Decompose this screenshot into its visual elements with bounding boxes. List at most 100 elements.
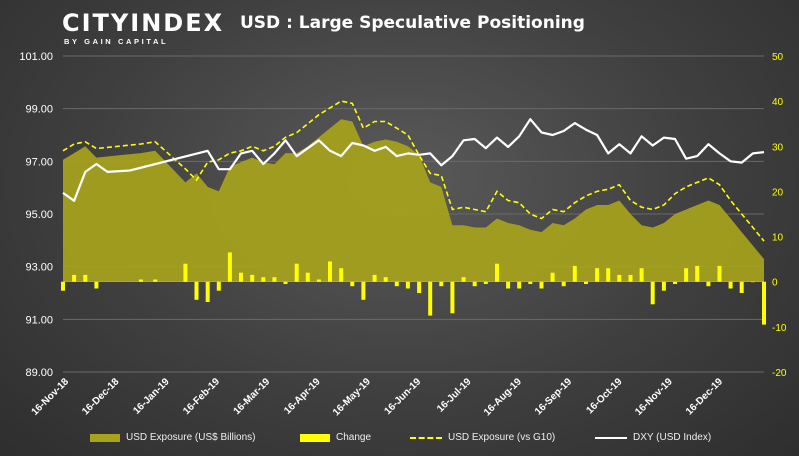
legend-item-change: Change xyxy=(300,432,371,443)
x-tick-label: 16-Mar-19 xyxy=(232,376,273,417)
x-tick-label: 16-Feb-19 xyxy=(181,376,222,417)
bar-change xyxy=(606,268,611,282)
bar-change xyxy=(372,274,377,282)
x-tick-label: 16-Dec-19 xyxy=(684,376,725,417)
legend-label: Change xyxy=(336,432,372,443)
bar-change xyxy=(417,281,422,293)
bar-change xyxy=(628,274,633,282)
bar-change xyxy=(405,281,410,289)
bar-change xyxy=(595,268,600,282)
series-line-dxy xyxy=(62,118,765,202)
chart-legend: USD Exposure (US$ Billions) Change USD E… xyxy=(90,432,790,448)
bar-change xyxy=(639,268,644,282)
y-right-tick-label: 40 xyxy=(772,97,784,108)
bar-change xyxy=(61,281,65,291)
y-left-tick-label: 97.00 xyxy=(25,156,53,168)
x-tick-label: 16-May-19 xyxy=(331,376,373,418)
bar-change xyxy=(183,263,188,282)
y-right-tick-label: -20 xyxy=(772,368,787,379)
x-tick-label: 16-Sep-19 xyxy=(533,376,574,417)
bar-change xyxy=(673,281,677,284)
bar-change xyxy=(661,281,666,291)
bar-change xyxy=(428,281,433,316)
bar-change xyxy=(717,265,722,282)
brand-tagline: BY GAIN CAPITAL xyxy=(64,37,169,46)
bar-change xyxy=(706,281,711,287)
bar-change xyxy=(294,263,299,282)
bar-change xyxy=(550,272,555,282)
legend-item-exposure-g10: USD Exposure (vs G10) xyxy=(410,432,555,443)
bar-change xyxy=(339,268,344,282)
bar-change xyxy=(83,274,88,282)
y-right-tick-label: -10 xyxy=(772,323,787,334)
bar-change xyxy=(739,281,744,293)
bar-change xyxy=(239,272,243,282)
legend-swatch-area xyxy=(90,433,120,442)
bar-change xyxy=(584,281,588,284)
x-tick-label: 16-Nov-19 xyxy=(633,376,675,418)
bar-change xyxy=(328,261,332,282)
bar-change xyxy=(695,265,700,282)
bar-change xyxy=(506,281,511,289)
x-tick-label: 16-Nov-18 xyxy=(30,376,72,418)
bar-change xyxy=(762,281,766,325)
y-left-tick-label: 95.00 xyxy=(25,209,53,221)
bar-change xyxy=(216,281,221,291)
bar-change xyxy=(517,281,522,289)
bar-change xyxy=(728,281,733,289)
y-left-tick-label: 91.00 xyxy=(25,314,53,326)
legend-label: DXY (USD Index) xyxy=(633,432,712,443)
bar-change xyxy=(650,281,655,305)
y-left-tick-label: 99.00 xyxy=(25,104,53,116)
bar-change xyxy=(227,252,232,282)
bar-change xyxy=(450,281,455,314)
bar-change xyxy=(350,281,355,287)
y-right-tick-label: 30 xyxy=(772,142,784,153)
y-left-tick-label: 89.00 xyxy=(25,367,53,379)
bar-change xyxy=(750,281,755,283)
bar-change xyxy=(539,281,544,289)
x-tick-label: 16-Jun-19 xyxy=(382,376,423,417)
bar-change xyxy=(394,281,399,287)
bar-change xyxy=(194,281,199,300)
bar-change xyxy=(472,281,477,287)
y-left-tick-label: 101.00 xyxy=(19,51,53,63)
x-tick-label: 16-Apr-19 xyxy=(282,376,323,417)
bar-change xyxy=(153,279,158,282)
y-right-tick-label: 0 xyxy=(772,278,778,289)
bar-change xyxy=(361,281,366,300)
bar-change xyxy=(205,281,210,302)
x-tick-label: 16-Jul-19 xyxy=(435,376,474,415)
bar-change xyxy=(138,279,143,282)
legend-swatch-bar xyxy=(300,433,330,442)
legend-item-dxy: DXY (USD Index) xyxy=(595,432,711,443)
bar-change xyxy=(439,281,444,287)
brand-name: CITYINDEX xyxy=(62,9,225,37)
bar-change xyxy=(528,281,533,284)
legend-swatch-dashed xyxy=(410,436,442,439)
brand-logo: CITYINDEX BY GAIN CAPITAL xyxy=(62,9,225,46)
x-tick-label: 16-Jan-19 xyxy=(131,376,172,417)
legend-item-exposure-billions: USD Exposure (US$ Billions) xyxy=(90,432,256,443)
x-tick-label: 16-Oct-19 xyxy=(584,376,624,416)
bar-change xyxy=(283,281,288,284)
bar-change xyxy=(305,272,310,282)
series-area-exposure-billions xyxy=(63,119,764,282)
y-left-tick-label: 93.00 xyxy=(25,262,53,274)
bar-change xyxy=(316,279,321,282)
bar-change xyxy=(483,281,488,284)
y-right-tick-label: 10 xyxy=(772,233,784,244)
bar-change xyxy=(495,263,499,282)
legend-label: USD Exposure (vs G10) xyxy=(448,432,556,443)
bar-change xyxy=(272,277,277,282)
bar-change xyxy=(250,274,255,282)
bar-change xyxy=(684,268,689,282)
bar-change xyxy=(572,265,577,282)
y-right-tick-label: 50 xyxy=(772,52,784,63)
bar-change xyxy=(261,277,266,282)
bar-change xyxy=(383,277,388,282)
bar-change xyxy=(94,281,99,289)
legend-swatch-line xyxy=(595,436,627,439)
bar-change xyxy=(72,274,77,282)
